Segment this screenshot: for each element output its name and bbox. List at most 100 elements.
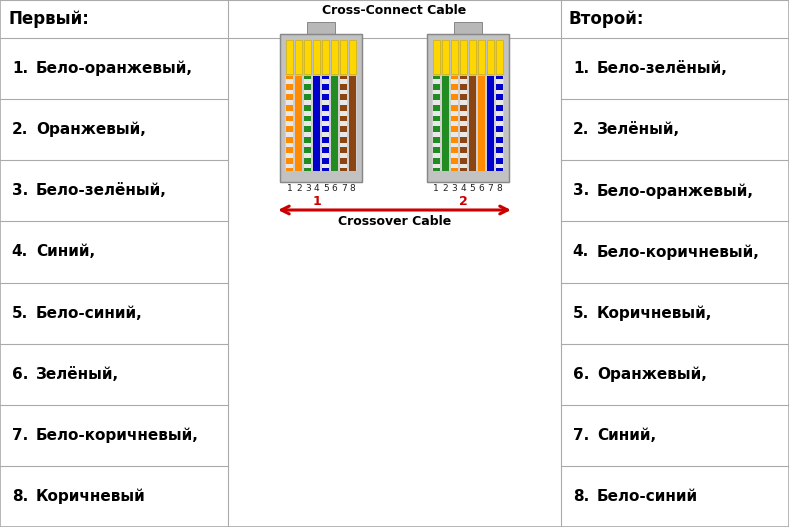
Bar: [451, 126, 458, 132]
Text: 8: 8: [350, 184, 356, 193]
Bar: [495, 136, 503, 142]
Bar: [487, 40, 494, 74]
Text: 6: 6: [332, 184, 338, 193]
Text: Бело-зелёный,: Бело-зелёный,: [36, 183, 167, 198]
Bar: [286, 115, 294, 121]
Bar: [307, 22, 335, 34]
Bar: [286, 76, 357, 171]
Bar: [451, 147, 458, 153]
Bar: [340, 126, 347, 132]
Bar: [460, 76, 467, 79]
Bar: [280, 34, 362, 182]
Bar: [469, 40, 476, 74]
Text: 7.: 7.: [12, 428, 28, 443]
Bar: [451, 136, 458, 142]
Bar: [286, 76, 294, 171]
Bar: [432, 38, 441, 76]
Bar: [295, 40, 302, 74]
Text: Бело-зелёный,: Бело-зелёный,: [597, 61, 728, 76]
Bar: [322, 76, 329, 171]
Text: 7.: 7.: [573, 428, 589, 443]
Bar: [460, 40, 467, 74]
Bar: [460, 158, 467, 163]
Bar: [340, 136, 347, 142]
Bar: [305, 147, 311, 153]
Text: 3.: 3.: [573, 183, 589, 198]
Bar: [451, 105, 458, 111]
Bar: [305, 76, 311, 79]
Bar: [340, 158, 347, 163]
Text: 3: 3: [451, 184, 457, 193]
Text: 6: 6: [478, 184, 484, 193]
Text: 3: 3: [305, 184, 311, 193]
Text: 4: 4: [314, 184, 320, 193]
Bar: [432, 158, 439, 163]
Bar: [286, 38, 294, 76]
Bar: [350, 76, 357, 171]
Bar: [305, 136, 311, 142]
Text: 7: 7: [341, 184, 346, 193]
Bar: [340, 76, 347, 171]
Text: 2: 2: [459, 195, 468, 208]
Bar: [322, 84, 329, 90]
Bar: [322, 40, 329, 74]
Bar: [322, 76, 329, 79]
Text: Бело-оранжевый,: Бело-оранжевый,: [597, 183, 754, 199]
Bar: [442, 76, 449, 171]
Bar: [340, 105, 347, 111]
Bar: [305, 158, 311, 163]
Text: 4.: 4.: [573, 245, 589, 259]
Bar: [303, 38, 312, 76]
Bar: [495, 147, 503, 153]
Text: 3.: 3.: [12, 183, 28, 198]
Bar: [495, 158, 503, 163]
Bar: [322, 115, 329, 121]
Bar: [460, 105, 467, 111]
Bar: [451, 76, 458, 79]
Bar: [451, 115, 458, 121]
Bar: [322, 158, 329, 163]
Bar: [322, 136, 329, 142]
Bar: [286, 84, 294, 90]
Text: 2: 2: [443, 184, 448, 193]
Bar: [322, 168, 329, 171]
Bar: [427, 34, 509, 182]
Text: 1: 1: [433, 184, 439, 193]
Bar: [495, 84, 503, 90]
Bar: [469, 76, 476, 171]
Bar: [321, 38, 331, 76]
Bar: [432, 76, 439, 79]
Text: 7: 7: [488, 184, 493, 193]
Bar: [460, 84, 467, 90]
Text: Бело-синий,: Бело-синий,: [36, 306, 143, 320]
Bar: [305, 126, 311, 132]
Text: 6.: 6.: [12, 367, 28, 382]
Text: Зелёный,: Зелёный,: [597, 122, 680, 137]
Bar: [340, 147, 347, 153]
Bar: [460, 115, 467, 121]
Bar: [487, 76, 494, 171]
Bar: [468, 38, 477, 76]
Bar: [305, 84, 311, 90]
Text: 1: 1: [287, 184, 293, 193]
Bar: [451, 168, 458, 171]
Bar: [432, 84, 439, 90]
Text: 5.: 5.: [573, 306, 589, 320]
Bar: [340, 76, 347, 79]
Bar: [460, 136, 467, 142]
Bar: [295, 76, 302, 171]
Bar: [451, 158, 458, 163]
Bar: [331, 40, 338, 74]
Bar: [460, 94, 467, 100]
Bar: [427, 34, 509, 182]
Bar: [460, 76, 467, 171]
Bar: [454, 22, 482, 34]
Bar: [305, 105, 311, 111]
Bar: [458, 38, 468, 76]
Bar: [432, 40, 439, 74]
Bar: [478, 40, 484, 74]
Bar: [322, 94, 329, 100]
Text: 4.: 4.: [12, 245, 28, 259]
Text: Бело-синий: Бело-синий: [597, 489, 698, 504]
Bar: [286, 126, 294, 132]
